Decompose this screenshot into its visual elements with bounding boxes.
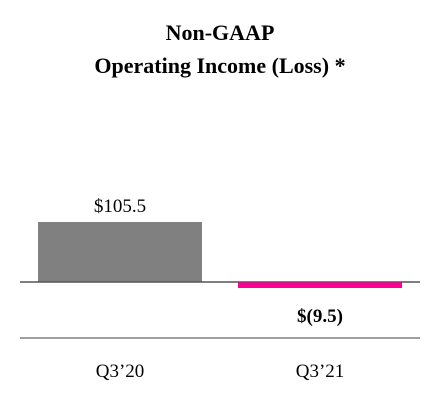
chart-title-line-1: Non-GAAP: [166, 20, 275, 45]
category-label-q3-21: Q3’21: [296, 361, 345, 382]
category-label-q3-20: Q3’20: [96, 361, 145, 382]
data-label-q3-21: $(9.5): [297, 306, 343, 327]
chart-title-line-2: Operating Income (Loss) *: [94, 53, 345, 78]
data-label-q3-20: $105.5: [94, 196, 146, 217]
bar-q3-21: [238, 282, 402, 288]
chart-marks: $105.5 Q3’20 $(9.5) Q3’21: [20, 196, 420, 382]
bar-q3-20: [38, 222, 202, 282]
